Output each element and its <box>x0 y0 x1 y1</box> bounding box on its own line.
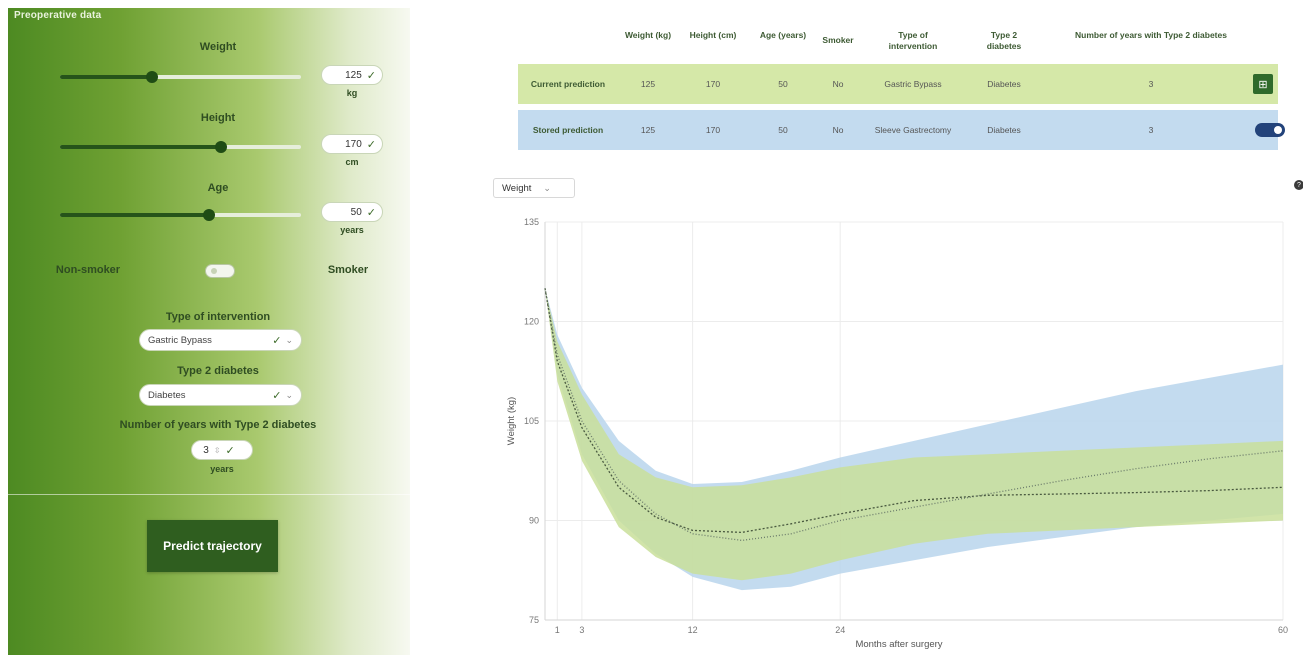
column-header: Weight (kg) <box>624 30 672 40</box>
x-tick-label: 1 <box>555 625 560 635</box>
y-axis-title: Weight (kg) <box>506 397 517 445</box>
age-slider-fill <box>60 213 210 217</box>
weight-unit: kg <box>346 88 358 98</box>
chevron-down-icon: ⌄ <box>285 334 293 345</box>
table-cell: 3 <box>1148 124 1154 135</box>
table-cell: 170 <box>705 78 721 89</box>
table-row-stored: Stored prediction 125 170 50 No Sleeve G… <box>518 110 1285 150</box>
age-value: 50 <box>350 206 362 218</box>
row-label: Stored prediction <box>532 124 604 135</box>
table-cell: 3 <box>1148 78 1154 89</box>
weight-slider-handle[interactable] <box>145 71 158 83</box>
table-cell: No <box>832 78 844 89</box>
sidebar-header: Preoperative data <box>14 10 102 21</box>
x-axis-title: Months after surgery <box>855 639 942 650</box>
table-cell: Gastric Bypass <box>884 78 942 89</box>
spinner-icon[interactable]: ⇳ <box>213 445 221 455</box>
column-header: Type 2 diabetes <box>986 30 1022 51</box>
column-header: Type of intervention <box>888 30 938 51</box>
height-value: 170 <box>345 138 362 150</box>
table-cell: No <box>832 124 844 135</box>
toggle-knob <box>211 268 217 274</box>
weight-slider[interactable] <box>60 71 301 83</box>
table-cell: 125 <box>640 78 656 89</box>
intervention-value: Gastric Bypass <box>148 334 212 346</box>
height-unit: cm <box>345 157 359 167</box>
table-cell: 170 <box>705 124 721 135</box>
sidebar-divider <box>8 494 410 495</box>
toggle-knob <box>1274 126 1282 134</box>
column-header: Number of years with Type 2 diabetes <box>1075 30 1227 40</box>
height-slider-handle[interactable] <box>215 141 228 153</box>
diabetes-label: Type 2 diabetes <box>177 365 259 377</box>
check-icon: ✓ <box>366 206 376 219</box>
non-smoker-label: Non-smoker <box>55 264 121 276</box>
height-slider[interactable] <box>60 141 301 153</box>
confidence-band-0 <box>545 288 1283 581</box>
x-tick-label: 12 <box>688 625 698 635</box>
age-unit: years <box>340 225 364 235</box>
weight-input[interactable]: 125 ✓ <box>321 65 383 85</box>
table-cell: Diabetes <box>987 78 1021 89</box>
y-tick-label: 120 <box>524 317 539 327</box>
check-icon: ✓ <box>272 389 282 402</box>
intervention-select[interactable]: Gastric Bypass ✓ ⌄ <box>139 329 302 351</box>
x-tick-label: 60 <box>1278 625 1288 635</box>
series-line-1 <box>544 288 1284 542</box>
x-tick-label: 3 <box>579 625 584 635</box>
diabetes-years-unit: years <box>210 464 234 474</box>
diabetes-years-input[interactable]: 3 ⇳ ✓ <box>191 440 253 460</box>
chevron-down-icon: ⌄ <box>543 182 551 193</box>
diabetes-years-value: 3 <box>203 444 209 456</box>
check-icon: ✓ <box>225 444 235 457</box>
table-row-current: Current prediction 125 170 50 No Gastric… <box>518 64 1278 104</box>
y-tick-label: 90 <box>529 516 539 526</box>
intervention-label: Type of intervention <box>165 311 271 323</box>
column-header: Height (cm) <box>689 30 737 40</box>
y-tick-label: 135 <box>524 217 539 227</box>
table-cell: Diabetes <box>987 124 1021 135</box>
column-header: Age (years) <box>759 30 807 40</box>
table-cell: 50 <box>778 78 788 89</box>
weight-trajectory-chart: 75 90 105 120 135 1 3 12 24 60 Months after surger… <box>506 217 1288 650</box>
diabetes-select[interactable]: Diabetes ✓ ⌄ <box>139 384 302 406</box>
metric-select[interactable]: Weight ⌄ <box>493 178 575 198</box>
height-slider-fill <box>60 145 222 149</box>
weight-slider-fill <box>60 75 152 79</box>
series-line-0 <box>544 288 1284 534</box>
column-header: Smoker <box>822 35 854 45</box>
x-tick-label: 24 <box>835 625 845 635</box>
check-icon: ✓ <box>366 138 376 151</box>
metric-value: Weight <box>502 182 532 194</box>
weight-label: Weight <box>199 41 237 53</box>
chevron-down-icon: ⌄ <box>285 389 293 400</box>
save-icon[interactable]: ⊞ <box>1253 74 1273 94</box>
table-cell: 125 <box>640 124 656 135</box>
height-label: Height <box>200 112 236 124</box>
row-label: Current prediction <box>530 78 606 89</box>
check-icon: ✓ <box>366 69 376 82</box>
diabetes-value: Diabetes <box>148 389 186 401</box>
height-input[interactable]: 170 ✓ <box>321 134 383 154</box>
check-icon: ✓ <box>272 334 282 347</box>
age-input[interactable]: 50 ✓ <box>321 202 383 222</box>
predict-trajectory-button[interactable]: Predict trajectory <box>147 520 278 572</box>
y-tick-label: 105 <box>524 416 539 426</box>
smoker-toggle[interactable] <box>205 264 235 278</box>
weight-value: 125 <box>345 69 362 81</box>
age-slider-handle[interactable] <box>203 209 216 221</box>
age-label: Age <box>207 182 229 194</box>
help-icon[interactable]: ? <box>1294 180 1303 190</box>
diabetes-years-label: Number of years with Type 2 diabetes <box>119 419 317 431</box>
table-header: Weight (kg) Height (cm) Age (years) Smok… <box>518 22 1278 62</box>
age-slider[interactable] <box>60 209 301 221</box>
table-cell: 50 <box>778 124 788 135</box>
smoker-label: Smoker <box>327 264 369 276</box>
table-cell: Sleeve Gastrectomy <box>874 124 952 135</box>
show-stored-toggle[interactable] <box>1255 123 1285 137</box>
y-tick-label: 75 <box>529 615 539 625</box>
